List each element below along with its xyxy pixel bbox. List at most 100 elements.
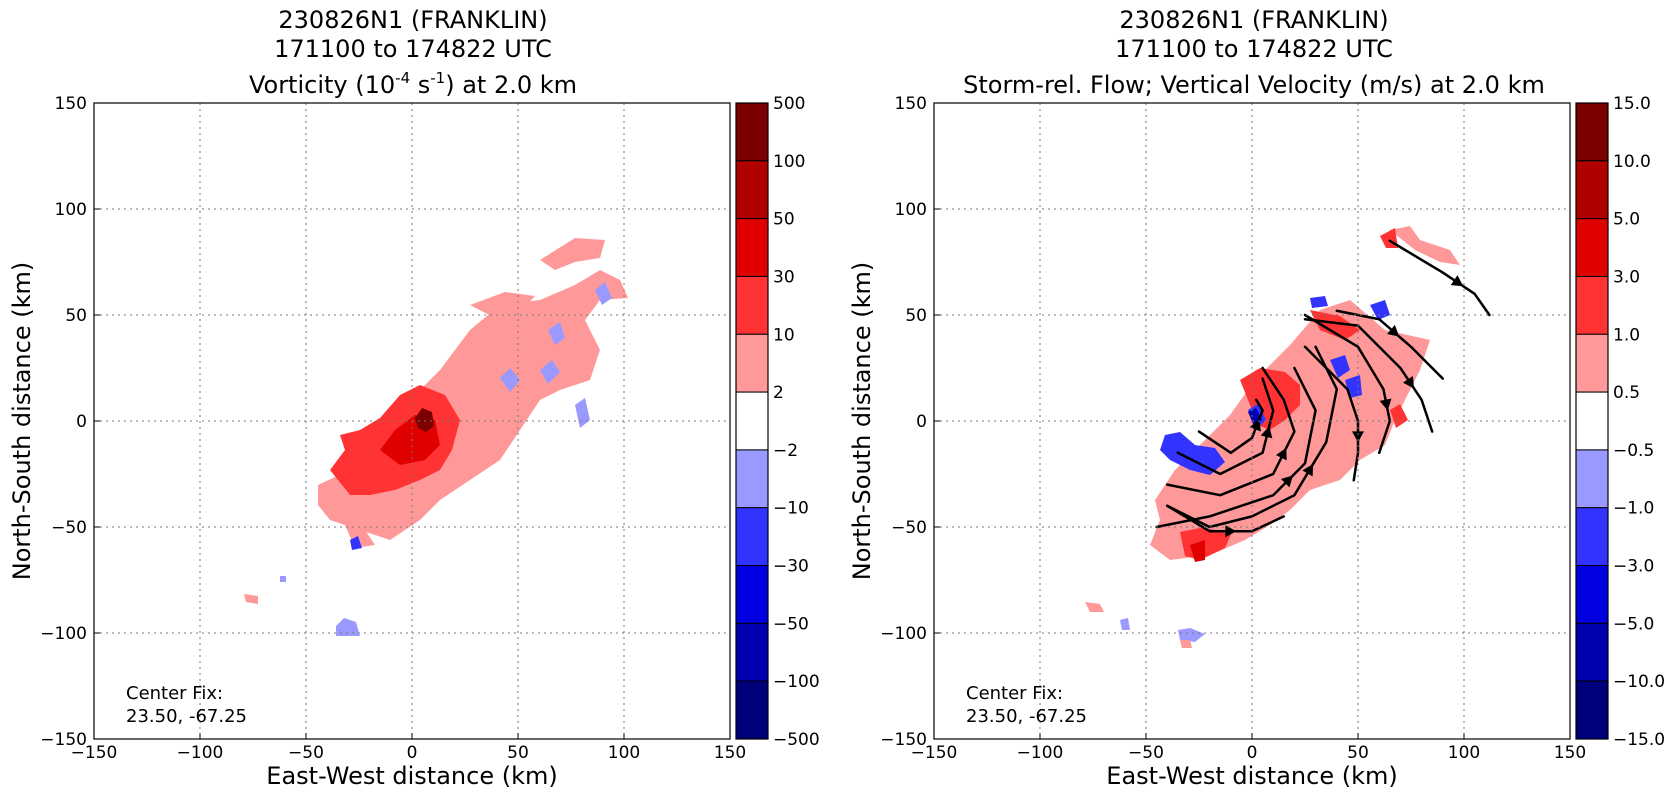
colorbar-swatch (1575, 391, 1609, 451)
colorbar-swatch (735, 622, 769, 682)
x-tick-labels: −150 −100 −50 0 50 100 150 (71, 733, 746, 763)
vertical-velocity-panel: 230826N1 (FRANKLIN) 171100 to 174822 UTC… (848, 6, 1665, 790)
colorbar-tick-label: 15.0 (1613, 94, 1651, 114)
x-tick-label: −50 (288, 743, 324, 763)
colorbar-tick-label: −10 (773, 499, 809, 519)
colorbar-tick-label: 500 (773, 94, 805, 114)
vorticity-region-negative (595, 282, 612, 305)
y-tick-label: −100 (40, 624, 87, 644)
streamline-arrowhead (1450, 275, 1464, 287)
downdraft-region (1178, 628, 1205, 642)
streamline (1176, 377, 1275, 476)
colorbar-swatch (735, 218, 769, 277)
colorbar-tick-label: −500 (773, 730, 820, 750)
streamline (1303, 313, 1392, 455)
vorticity-field (244, 238, 628, 636)
y-tick-label: −50 (891, 518, 927, 538)
updraft-region (1390, 404, 1408, 428)
chart-title-line-3: Storm-rel. Flow; Vertical Velocity (m/s)… (963, 71, 1545, 99)
colorbar-tick-label: −1.0 (1613, 499, 1654, 519)
colorbar-swatch (1575, 218, 1609, 277)
colorbar-tick-label: −100 (773, 672, 820, 692)
streamline-arrowhead (1260, 426, 1273, 439)
x-tick-label: −150 (71, 743, 118, 763)
y-tick-label: −150 (880, 730, 927, 750)
colorbar-frame (1575, 102, 1609, 740)
y-tick-label: −100 (880, 624, 927, 644)
grid-lines (934, 103, 1570, 739)
x-axis-label: East-West distance (km) (266, 762, 557, 790)
chart-title-superscript: -1 (430, 69, 445, 87)
colorbar-tick-label: 3.0 (1613, 267, 1640, 287)
center-fix-value: 23.50, -67.25 (966, 706, 1087, 727)
colorbar-tick-label: 0.5 (1613, 383, 1640, 403)
y-tick-label: 50 (65, 306, 87, 326)
colorbar-tick-label: 5.0 (1613, 210, 1640, 230)
streamline-arrowhead (1302, 463, 1314, 477)
chart-title-part: s (410, 71, 430, 99)
colorbar-swatch (1575, 680, 1609, 740)
chart-title-line-1: 230826N1 (FRANKLIN) (1119, 6, 1388, 34)
colorbar-tick-label: −10.0 (1613, 672, 1665, 692)
colorbar-swatch (1575, 565, 1609, 624)
colorbar-tick-label: 50 (773, 210, 795, 230)
colorbar-tick-label: −5.0 (1613, 614, 1654, 634)
colorbar-tick-label: −0.5 (1613, 441, 1654, 461)
center-fix-value: 23.50, -67.25 (126, 706, 247, 727)
y-tick-label: 0 (76, 412, 87, 432)
streamline-arrowhead (1402, 375, 1415, 389)
y-tick-label: 150 (55, 94, 87, 114)
x-tick-label: 0 (1247, 743, 1258, 763)
colorbar-swatch (1575, 622, 1609, 682)
colorbar-tick-label: 10 (773, 325, 795, 345)
colorbar-swatch (735, 333, 769, 393)
grid-lines (94, 103, 730, 739)
center-fix-label: Center Fix: (966, 683, 1063, 704)
colorbar-swatch (735, 102, 769, 162)
colorbar-tick-label: 30 (773, 267, 795, 287)
colorbar-swatch (735, 680, 769, 740)
streamline-arrowhead (1225, 525, 1237, 538)
updraft-region (1180, 640, 1192, 648)
vorticity-region-negative (540, 360, 560, 384)
colorbar-swatch (1575, 333, 1609, 393)
updraft-region (1310, 310, 1360, 340)
streamline-arrowhead (1379, 398, 1392, 411)
chart-title-line-2: 171100 to 174822 UTC (1115, 35, 1393, 63)
x-tick-labels: −150 −100 −50 0 50 100 150 (911, 733, 1586, 763)
updraft-region (1190, 540, 1205, 562)
y-tick-label: 0 (916, 412, 927, 432)
y-axis-label: North-South distance (km) (8, 262, 36, 581)
chart-title-line-1: 230826N1 (FRANKLIN) (278, 6, 547, 34)
colorbar: 500 100 50 30 10 2 −2 −10 −30 −50 −100 −500 (735, 94, 820, 750)
y-tick-label: 100 (55, 200, 87, 220)
colorbar-tick-label: −50 (773, 614, 809, 634)
streamline (1165, 345, 1339, 529)
y-tick-label: −150 (40, 730, 87, 750)
colorbar-tick-label: 10.0 (1613, 152, 1651, 172)
colorbar-swatch (1575, 275, 1609, 335)
y-tick-label: −50 (51, 518, 87, 538)
x-tick-label: −150 (911, 743, 958, 763)
chart-title-part: Vorticity (10 (249, 71, 395, 99)
x-tick-label: −100 (1017, 743, 1064, 763)
colorbar-swatch (735, 507, 769, 567)
colorbar-swatch (735, 275, 769, 335)
vorticity-region-negative (280, 576, 286, 582)
colorbar-swatch (735, 391, 769, 451)
y-tick-label: 100 (895, 200, 927, 220)
streamline (1303, 317, 1434, 433)
vorticity-region-2-10 (244, 594, 258, 604)
x-axis-label: East-West distance (km) (1106, 762, 1397, 790)
center-fix-label: Center Fix: (126, 683, 223, 704)
downdraft-region (1160, 432, 1225, 475)
colorbar-swatch (1575, 102, 1609, 162)
y-tick-label: 50 (905, 306, 927, 326)
colorbar-swatch (1575, 507, 1609, 567)
x-tick-label: 0 (407, 743, 418, 763)
streamline-arrowhead (1275, 447, 1287, 461)
colorbar-tick-label: −2 (773, 441, 798, 461)
plot-area: −150 −100 −50 0 50 100 150 150100500−50−100−15… (880, 94, 1586, 763)
chart-title-line-2: 171100 to 174822 UTC (274, 35, 552, 63)
